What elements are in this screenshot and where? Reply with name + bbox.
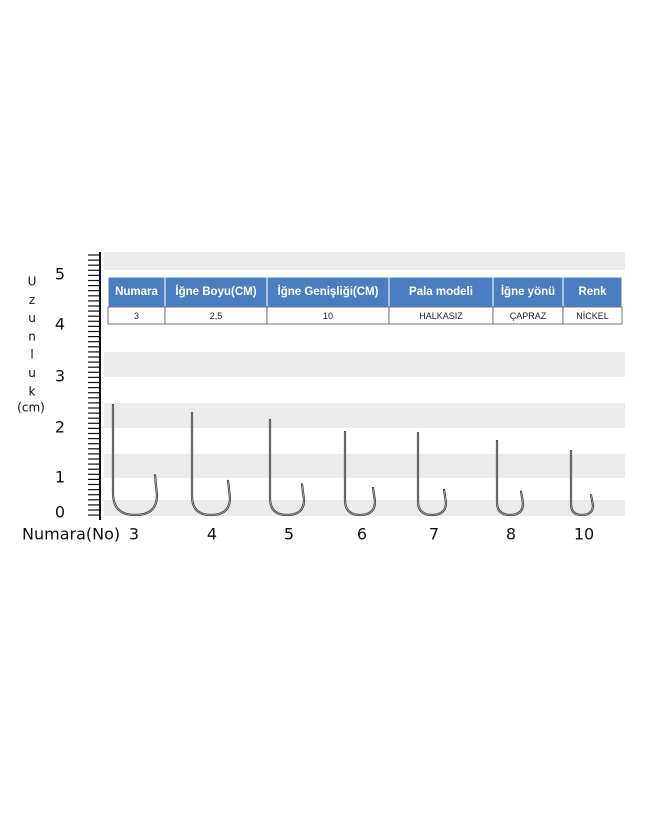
ruler-label: 4 bbox=[55, 315, 65, 334]
size-number: 4 bbox=[207, 525, 217, 544]
hook-highlight bbox=[112, 405, 158, 516]
ruler-label: 0 bbox=[55, 503, 65, 522]
body-text: 3 bbox=[134, 311, 139, 321]
header-cell bbox=[562, 276, 623, 308]
axis-unit: (cm) bbox=[17, 401, 45, 415]
stripe bbox=[104, 454, 625, 478]
ruler-label: 5 bbox=[55, 265, 65, 284]
header-text: Pala modeli bbox=[409, 286, 473, 298]
ruler-label: 3 bbox=[55, 367, 65, 386]
background-stripes bbox=[104, 252, 625, 516]
axis-letter: l bbox=[30, 348, 33, 362]
size-number: 6 bbox=[357, 525, 367, 544]
axis-letter: n bbox=[28, 329, 36, 343]
ruler-label: 2 bbox=[55, 418, 65, 437]
size-number: 3 bbox=[129, 525, 139, 544]
ruler: 5 4 3 2 1 0 bbox=[55, 254, 100, 522]
spec-table: Numara İğne Boyu(CM) İğne Genişliği(CM) Pal… bbox=[107, 276, 623, 325]
body-text: NİCKEL bbox=[576, 311, 609, 321]
hooks bbox=[111, 403, 595, 517]
axis-letter: u bbox=[28, 311, 36, 325]
header-cell bbox=[266, 276, 390, 308]
hook-highlight bbox=[269, 420, 305, 516]
size-number: 7 bbox=[429, 525, 439, 544]
header-cell bbox=[164, 276, 268, 308]
header-cell bbox=[107, 276, 166, 308]
body-text: 10 bbox=[323, 311, 333, 321]
body-text: HALKASIZ bbox=[419, 311, 463, 321]
ruler-label: 1 bbox=[55, 468, 65, 487]
hook-highlight bbox=[570, 451, 594, 516]
header-text: İğne Boyu(CM) bbox=[175, 285, 256, 298]
body-cell bbox=[562, 306, 623, 325]
body-text: ÇAPRAZ bbox=[510, 311, 547, 321]
hook-highlight bbox=[417, 433, 447, 516]
hook-highlight bbox=[344, 432, 376, 516]
stripe bbox=[104, 352, 625, 377]
header-text: İğne Genişliği(CM) bbox=[278, 285, 379, 298]
stripe bbox=[104, 252, 625, 270]
header-text: İğne yönü bbox=[501, 285, 555, 298]
size-number: 5 bbox=[284, 525, 294, 544]
axis-letter: u bbox=[28, 366, 36, 380]
hook-highlight bbox=[191, 413, 231, 516]
stripe bbox=[104, 500, 625, 516]
size-number: 10 bbox=[574, 525, 594, 544]
stripe bbox=[104, 403, 625, 428]
header-text: Renk bbox=[578, 286, 607, 298]
axis-letter: U bbox=[28, 275, 37, 289]
size-number: 8 bbox=[506, 525, 516, 544]
body-text: 2,5 bbox=[210, 311, 223, 321]
hook-highlight bbox=[496, 441, 524, 516]
header-text: Numara bbox=[115, 286, 158, 298]
size-labels: Numara(No) 3 4 5 6 7 8 10 bbox=[22, 525, 594, 544]
axis-letter: z bbox=[29, 293, 35, 307]
axis-letter: k bbox=[29, 384, 36, 398]
size-axis-label: Numara(No) bbox=[22, 525, 120, 544]
header-cell bbox=[388, 276, 494, 308]
header-cell bbox=[492, 276, 564, 308]
